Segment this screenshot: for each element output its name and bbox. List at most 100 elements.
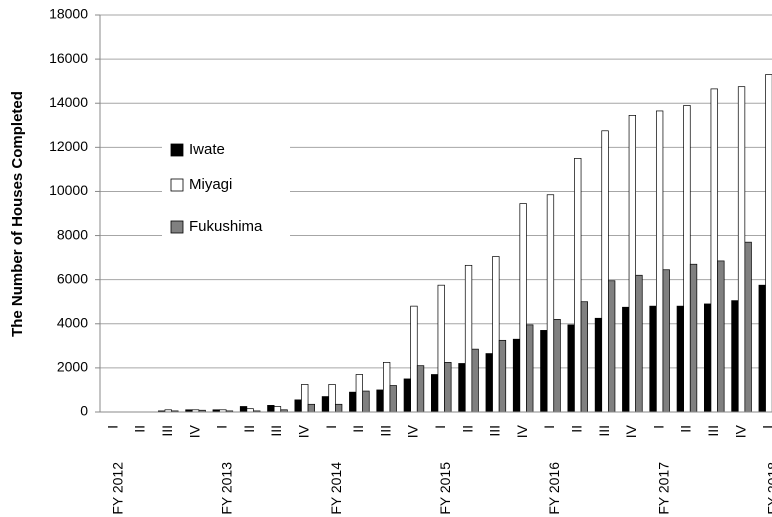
bar: [335, 403, 343, 413]
x-tick-label: I: [214, 425, 230, 429]
bar: [737, 86, 746, 413]
bar: [731, 300, 739, 413]
y-tick-label: 14000: [49, 94, 88, 110]
bar: [498, 339, 507, 413]
y-tick-label: 2000: [57, 359, 88, 375]
fiscal-year-label: FY 2012: [109, 462, 125, 515]
bar: [683, 105, 691, 413]
legend-swatch: [170, 143, 184, 157]
x-tick-label: IV: [732, 424, 748, 438]
bar: [376, 389, 384, 413]
bar: [649, 305, 657, 413]
bar: [267, 405, 275, 413]
y-tick-label: 0: [80, 403, 88, 419]
bar: [765, 74, 772, 413]
bar: [355, 374, 363, 413]
bar: [553, 319, 561, 413]
bar: [444, 362, 452, 413]
x-tick-label: II: [132, 425, 148, 433]
x-tick-label: II: [678, 425, 694, 433]
fiscal-year-label: FY 2015: [437, 462, 453, 515]
bar: [471, 348, 479, 413]
bar: [328, 384, 336, 413]
bar: [655, 110, 664, 413]
y-tick-label: 8000: [57, 226, 88, 242]
bar: [349, 391, 357, 413]
bar: [662, 269, 670, 413]
y-tick-label: 18000: [49, 6, 88, 22]
bar: [717, 260, 725, 413]
bar: [321, 396, 330, 413]
x-tick-label: IV: [295, 424, 311, 438]
x-tick-label: II: [459, 425, 475, 433]
bar: [546, 194, 555, 413]
x-tick-label: III: [377, 425, 393, 437]
x-tick-label: III: [487, 425, 503, 437]
bar: [567, 324, 575, 413]
x-tick-label: I: [650, 425, 666, 429]
bar: [574, 158, 582, 413]
x-tick-label: II: [568, 425, 584, 433]
fiscal-year-label: FY 2017: [655, 462, 671, 515]
legend-label: Miyagi: [189, 176, 232, 193]
x-tick-label: I: [760, 425, 772, 429]
y-tick-label: 10000: [49, 182, 88, 198]
bar: [622, 306, 630, 413]
legend-swatch: [170, 178, 184, 192]
x-tick-label: II: [350, 425, 366, 433]
bar: [703, 303, 712, 413]
bar: [485, 353, 493, 413]
y-axis-title: The Number of Houses Completed: [9, 91, 26, 337]
bar: [635, 274, 643, 413]
bar: [758, 284, 766, 413]
legend-label: Fukushima: [189, 218, 263, 235]
bar: [416, 365, 425, 413]
x-tick-label: IV: [186, 424, 202, 438]
x-tick-label: IV: [514, 424, 530, 438]
x-tick-label: I: [541, 425, 557, 429]
bar: [294, 399, 302, 413]
bar: [239, 406, 248, 413]
y-tick-label: 12000: [49, 138, 88, 154]
fiscal-year-label: FY 2013: [219, 462, 235, 515]
bar: [594, 317, 603, 413]
x-tick-label: III: [705, 425, 721, 437]
bar: [410, 305, 418, 413]
x-tick-label: IV: [405, 424, 421, 438]
bar: [437, 284, 445, 413]
legend-label: Iwate: [189, 141, 225, 158]
bar: [519, 203, 527, 413]
x-tick-label: I: [323, 425, 339, 429]
bar: [458, 363, 466, 413]
bar: [540, 330, 548, 413]
y-tick-label: 16000: [49, 50, 88, 66]
bar: [601, 130, 609, 413]
bar: [307, 403, 315, 413]
bar: [628, 115, 636, 413]
fiscal-year-label: FY 2014: [328, 462, 344, 515]
bar: [492, 256, 500, 413]
bar: [273, 406, 282, 413]
bar: [403, 378, 411, 413]
bar: [431, 374, 439, 413]
fiscal-year-label: FY 2018: [765, 462, 772, 515]
legend-swatch: [170, 220, 184, 234]
bar: [301, 384, 309, 413]
bar: [362, 390, 370, 413]
x-tick-label: III: [268, 425, 284, 437]
bar: [526, 324, 534, 413]
bar: [464, 264, 473, 413]
x-tick-label: II: [241, 425, 257, 433]
bar: [744, 241, 752, 413]
bar: [607, 280, 616, 413]
bar: [689, 263, 698, 413]
fiscal-year-label: FY 2016: [546, 462, 562, 515]
y-tick-label: 6000: [57, 270, 88, 286]
y-tick-label: 4000: [57, 314, 88, 330]
x-tick-label: IV: [623, 424, 639, 438]
x-tick-label: III: [159, 425, 175, 437]
x-tick-label: I: [104, 425, 120, 429]
x-tick-label: III: [596, 425, 612, 437]
bar: [383, 362, 391, 413]
